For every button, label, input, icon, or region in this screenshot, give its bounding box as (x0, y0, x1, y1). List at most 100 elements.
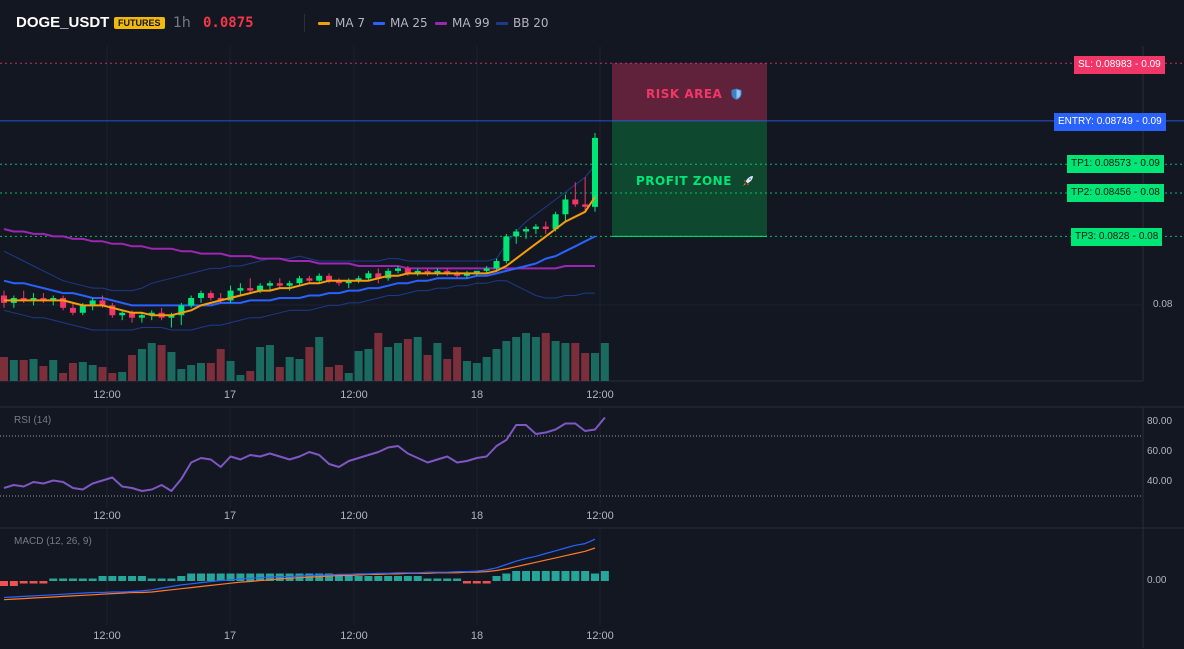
candle-body (178, 305, 185, 316)
candle-body (434, 270, 441, 274)
symbol-name[interactable]: DOGE_USDT (16, 14, 110, 31)
candle-body (257, 285, 264, 291)
macd-histogram-bar (462, 581, 471, 584)
macd-histogram-bar (344, 576, 353, 581)
macd-signal-line (3, 547, 596, 601)
candle-body (168, 315, 175, 318)
candle-body (414, 270, 421, 274)
volume-bar (364, 349, 373, 381)
candle-body (316, 275, 323, 281)
legend-bb20-label: BB 20 (513, 16, 549, 30)
macd-histogram-bar (236, 573, 245, 581)
timeframe[interactable]: 1h (173, 15, 191, 31)
macd-histogram-bar (177, 576, 186, 581)
macd-histogram-bar (246, 573, 255, 581)
time-tick: 12:00 (586, 389, 614, 401)
volume-bar (187, 365, 196, 381)
tp3-tag[interactable]: TP3: 0.0828-0.08 (1071, 228, 1163, 246)
candle-body (217, 297, 224, 301)
tp2-separator: - (1134, 187, 1138, 198)
macd-histogram-bar (354, 576, 363, 581)
volume-bar (403, 339, 412, 381)
candle-body (473, 270, 480, 274)
macd-histogram-bar (512, 571, 521, 581)
macd-histogram-bar (315, 573, 324, 581)
macd-title: MACD (12, 26, 9) (14, 536, 92, 547)
entry-tag[interactable]: ENTRY: 0.08749-0.09 (1054, 113, 1166, 131)
macd-histogram-bar (600, 571, 609, 581)
volume-bar (19, 360, 28, 381)
volume-bar (275, 367, 284, 381)
volume-bar (59, 373, 68, 381)
volume-bar (118, 372, 127, 381)
rsi-tick: 40.00 (1147, 476, 1173, 487)
volume-bar (68, 363, 77, 381)
candle-body (30, 297, 37, 301)
macd-histogram-bar (403, 576, 412, 581)
sl-label: SL: 0.08983 (1078, 59, 1132, 70)
profit-zone-label: PROFIT ZONE (636, 174, 754, 188)
time-tick: 12:00 (93, 510, 121, 522)
macd-histogram-bar (413, 576, 422, 581)
price-tick: 0.08 (1153, 299, 1173, 310)
macd-histogram-bar (226, 573, 235, 581)
rsi-tick: 60.00 (1147, 446, 1173, 457)
candle-body (99, 300, 106, 306)
tp2-tag[interactable]: TP2: 0.08456-0.08 (1067, 184, 1164, 202)
legend-bb20[interactable]: BB 20 (496, 16, 549, 30)
legend-ma7[interactable]: MA 7 (318, 16, 365, 30)
candle-body (572, 199, 579, 205)
tp3-label: TP3: 0.0828 (1075, 231, 1130, 242)
candle-body (109, 305, 116, 316)
macd-histogram-bar (522, 571, 531, 581)
time-tick: 12:00 (586, 630, 614, 642)
time-tick: 12:00 (93, 389, 121, 401)
macd-histogram-bar (68, 578, 77, 581)
ma99-swatch (435, 21, 447, 25)
time-tick: 12:00 (586, 510, 614, 522)
macd-histogram-bar (453, 578, 462, 581)
macd-histogram-bar (384, 576, 393, 581)
tp1-tag[interactable]: TP1: 0.08573-0.09 (1067, 155, 1164, 173)
candle-body (532, 226, 539, 230)
candle-body (483, 268, 490, 271)
volume-bar (482, 357, 491, 381)
macd-histogram-bar (187, 573, 196, 581)
candle-body (385, 270, 392, 279)
time-tick: 18 (470, 389, 484, 401)
legend-ma99[interactable]: MA 99 (435, 16, 490, 30)
candle-body (237, 288, 244, 291)
volume-bar (216, 349, 225, 381)
macd-histogram-bar (492, 576, 501, 581)
legend-ma25[interactable]: MA 25 (373, 16, 428, 30)
sl-separator: - (1134, 59, 1139, 70)
macd-histogram-bar (502, 573, 511, 581)
futures-badge: FUTURES (114, 17, 165, 29)
volume-bar (344, 373, 353, 381)
bb-swatch (496, 21, 508, 25)
sl-tag[interactable]: SL: 0.08983-0.09 (1074, 56, 1165, 74)
volume-bar (0, 357, 8, 381)
volume-bar (78, 362, 87, 381)
ma25-swatch (373, 21, 385, 25)
volume-bar (98, 367, 107, 381)
macd-histogram-bar (78, 578, 87, 581)
candle-body (562, 199, 569, 215)
tp1-separator: - (1134, 158, 1138, 169)
volume-bar (226, 361, 235, 381)
volume-bar (334, 365, 343, 381)
volume-bar (325, 367, 334, 381)
volume-bar (561, 343, 570, 381)
volume-bar (236, 375, 245, 381)
macd-histogram-bar (551, 571, 560, 581)
volume-bar (285, 357, 294, 381)
ma7-swatch (318, 21, 330, 25)
macd-histogram-bar (216, 573, 225, 581)
rsi-title: RSI (14) (14, 415, 52, 426)
macd-histogram-bar (374, 576, 383, 581)
volume-bar (443, 359, 452, 381)
volume-bar (502, 341, 511, 381)
volume-bar (541, 333, 550, 381)
profit-zone-text: PROFIT ZONE (636, 174, 732, 188)
